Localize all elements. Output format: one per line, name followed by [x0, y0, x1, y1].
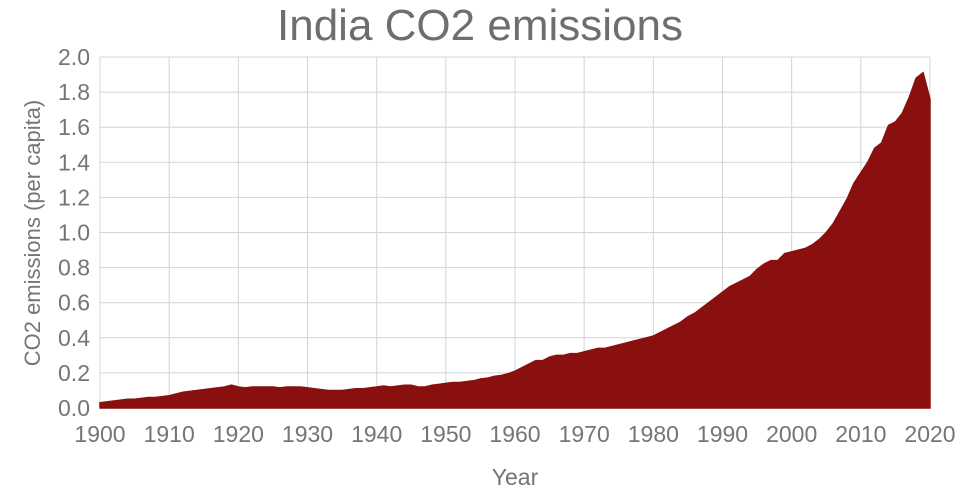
y-tick-label: 1.2	[58, 184, 90, 210]
x-tick-label: 1950	[420, 421, 471, 447]
y-tick-label: 0.2	[58, 360, 90, 386]
x-tick-label: 1940	[351, 421, 402, 447]
x-tick-label: 2000	[766, 421, 817, 447]
y-tick-label: 0.6	[58, 290, 90, 316]
y-tick-labels: 0.0 0.2 0.4 0.6 0.8 1.0 1.2 1.4 1.6 1.8 2.0	[58, 44, 90, 421]
x-tick-label: 1990	[697, 421, 748, 447]
y-tick-label: 1.4	[58, 149, 90, 175]
area-series	[99, 71, 931, 409]
x-axis-label: Year	[491, 464, 539, 490]
x-tick-label: 2010	[835, 421, 886, 447]
x-tick-label: 1980	[628, 421, 679, 447]
x-tick-labels: 1900 1910 1920 1930 1940 1950 1960 1970 1980 1990…	[74, 421, 955, 447]
y-tick-label: 1.0	[58, 220, 90, 246]
y-tick-label: 1.6	[58, 114, 90, 140]
y-tick-label: 0.4	[58, 325, 90, 351]
x-tick-label: 2020	[904, 421, 955, 447]
x-tick-label: 1910	[144, 421, 195, 447]
y-tick-label: 0.0	[58, 395, 90, 421]
x-tick-label: 1920	[213, 421, 264, 447]
chart-title: India CO2 emissions	[277, 1, 683, 50]
x-tick-label: 1900	[74, 421, 125, 447]
y-tick-label: 0.8	[58, 255, 90, 281]
x-tick-label: 1930	[282, 421, 333, 447]
y-tick-label: 2.0	[58, 44, 90, 70]
x-tick-label: 1970	[559, 421, 610, 447]
y-tick-label: 1.8	[58, 79, 90, 105]
grid-lines	[99, 56, 931, 409]
x-tick-label: 1960	[489, 421, 540, 447]
